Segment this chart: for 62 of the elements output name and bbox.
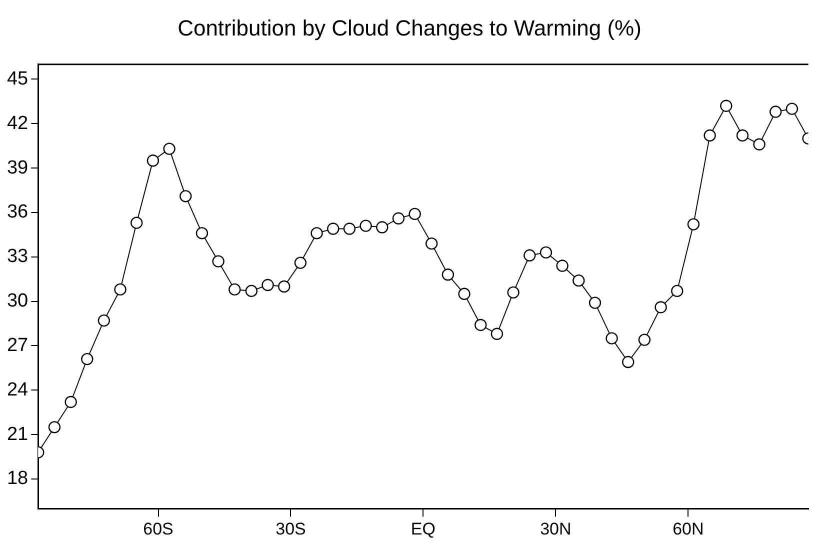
chart-title: Contribution by Cloud Changes to Warming (%)	[178, 15, 642, 40]
point	[245, 284, 258, 298]
y-tick-label: 18	[6, 468, 28, 490]
point	[81, 352, 94, 366]
point	[588, 296, 602, 309]
point	[146, 154, 160, 167]
point	[606, 332, 618, 344]
point	[540, 246, 552, 259]
point	[654, 301, 667, 314]
point	[196, 227, 208, 240]
point	[490, 328, 504, 340]
y-tick-label: 33	[6, 246, 28, 268]
point	[736, 129, 749, 142]
point	[376, 221, 388, 234]
point	[64, 396, 77, 408]
point	[98, 314, 110, 327]
point	[262, 278, 274, 292]
x-tick-label: 30S	[276, 519, 306, 538]
point	[704, 129, 716, 142]
point	[408, 208, 421, 220]
y-tick-label: 21	[6, 424, 28, 445]
x-tick-label: 30N	[540, 519, 572, 538]
point	[622, 356, 634, 368]
point	[294, 256, 307, 269]
point	[458, 288, 470, 300]
point	[786, 102, 798, 115]
point	[392, 212, 405, 224]
point	[327, 222, 340, 235]
point	[770, 106, 782, 118]
point	[524, 249, 536, 262]
point	[638, 334, 651, 346]
y-tick-label: 42	[6, 112, 28, 134]
point	[671, 284, 684, 298]
point	[343, 222, 356, 235]
point	[180, 190, 192, 202]
point	[474, 318, 487, 332]
point	[114, 283, 126, 296]
point	[48, 421, 61, 434]
point	[212, 255, 224, 268]
y-tick-label: 24	[6, 379, 29, 400]
point	[556, 260, 568, 272]
point	[720, 100, 732, 112]
point	[228, 283, 241, 296]
x-tick-label: 60S	[143, 519, 174, 538]
point	[507, 286, 520, 299]
point	[278, 280, 290, 293]
point	[687, 218, 700, 230]
point	[572, 274, 585, 287]
x-tick-label: EQ	[410, 519, 436, 538]
y-tick-label: 36	[6, 202, 28, 223]
point	[442, 268, 454, 281]
y-tick-label: 30	[6, 290, 28, 312]
y-tick-label: 27	[6, 334, 28, 356]
point	[310, 227, 323, 240]
y-tick-label: 45	[6, 68, 28, 90]
x-tick-label: 60N	[672, 519, 704, 538]
point	[753, 138, 766, 150]
point	[360, 220, 372, 232]
y-tick-label: 39	[6, 157, 28, 178]
point	[130, 216, 143, 229]
point	[426, 237, 438, 250]
point	[163, 142, 176, 155]
